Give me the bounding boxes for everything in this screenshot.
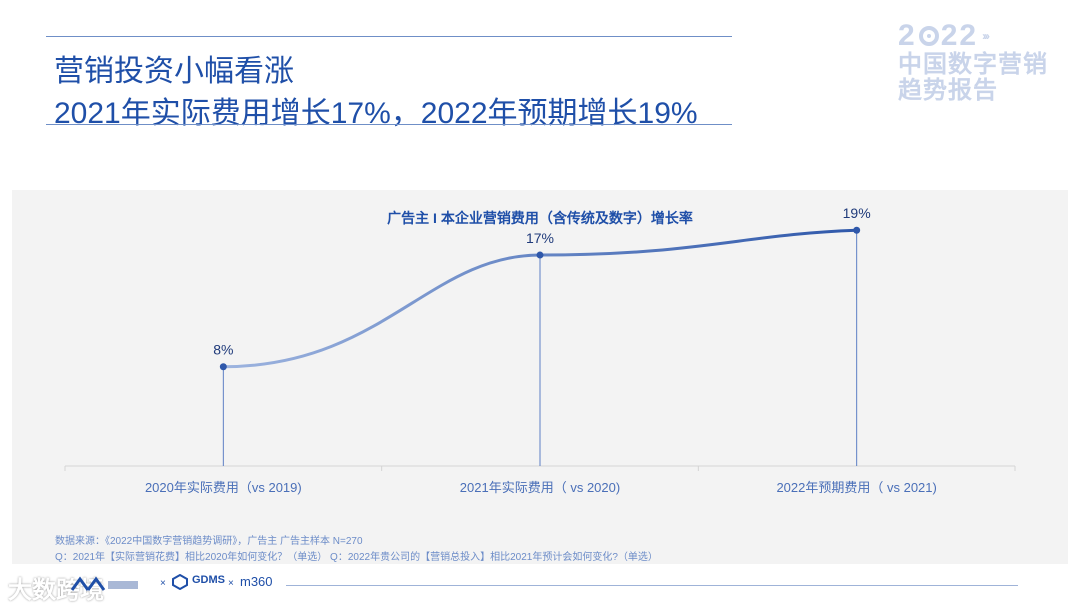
brand-line2: 趋势报告 [898, 77, 998, 104]
logo-separator-1: × [160, 578, 166, 589]
brand-target-icon [918, 26, 939, 46]
data-point [536, 251, 544, 259]
data-label: 17% [526, 230, 554, 246]
chart-panel: 广告主 I 本企业营销费用（含传统及数字）增长率 8% 2020年实际费用（vs … [12, 190, 1068, 564]
data-label: 19% [843, 205, 871, 221]
data-point [853, 226, 861, 234]
brand-line1: 中国数字营销 [898, 51, 1048, 78]
source-note: 数据来源：《2022中国数字营销趋势调研》，广告主 广告主样本 N=270 [55, 536, 363, 547]
title-rule-top [46, 36, 732, 37]
data-point [219, 363, 227, 371]
page-subtitle: 2021年实际费用增长17%，2022年预期增长19% [54, 97, 698, 130]
line-chart: 8% 2020年实际费用（vs 2019) 17% 2021年实际费用（ vs 202… [64, 205, 1016, 495]
brand-year-left: 2 [898, 19, 917, 52]
title-rule-bottom [46, 124, 732, 125]
x-tick-label: 2021年实际费用（ vs 2020) [460, 480, 620, 495]
footer-rule [286, 585, 1018, 586]
footer: 大数跨境 × GDMS × m360 [0, 566, 1080, 608]
x-tick-label: 2022年预期费用（ vs 2021) [776, 480, 936, 495]
x-tick-label: 2020年实际费用（vs 2019) [145, 480, 302, 495]
logo-separator-2: × [228, 578, 234, 589]
brand-arrows-icon: ››› [982, 29, 990, 43]
question-note: Q：2021年【实际营销花费】相比2020年如何变化？（单选） Q：2022年贵… [55, 552, 658, 563]
data-label: 8% [213, 342, 233, 358]
report-brand: 2 22 ››› 中国数字营销 趋势报告 [898, 20, 1068, 104]
gdms-logo-text: GDMS [192, 574, 225, 586]
chart-title: 广告主 I 本企业营销费用（含传统及数字）增长率 [387, 210, 693, 226]
gdms-logo-icon [172, 573, 188, 595]
brand-year-right: 22 [940, 19, 979, 52]
partner-logo-icon [70, 576, 140, 599]
page-title: 营销投资小幅看涨 [54, 55, 294, 88]
m360-logo-text: m360 [240, 574, 273, 589]
brand-year: 2 22 ››› [898, 20, 1068, 52]
watermark-text: 大数跨境 [8, 577, 104, 604]
